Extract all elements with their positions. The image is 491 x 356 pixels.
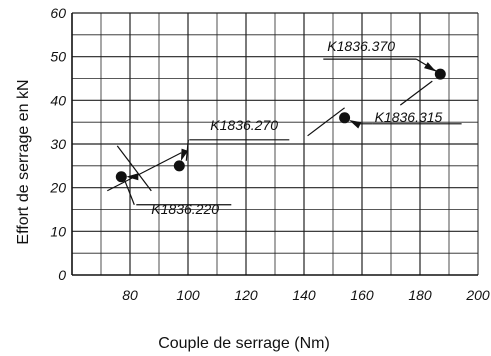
arrowhead [180, 148, 189, 162]
data-point [434, 68, 446, 80]
arrowhead [349, 120, 362, 129]
data-point [173, 160, 185, 172]
x-tick-label: 160 [350, 287, 374, 303]
data-point [339, 112, 351, 124]
leader-line [185, 139, 189, 161]
y-tick-label: 60 [50, 5, 66, 21]
data-point-group: K1836.315 [307, 107, 462, 137]
x-tick-label: 200 [465, 287, 490, 303]
y-tick-label: 40 [50, 92, 66, 108]
x-tick-label: 100 [176, 287, 200, 303]
guide-line [107, 152, 182, 192]
axes [71, 13, 478, 276]
arrowhead [126, 173, 139, 181]
data-point-group: K1836.220 [107, 152, 232, 217]
y-tick-label: 20 [49, 180, 66, 196]
data-points: K1836.220 K1836.270 K1836.315 K1836.370 [107, 38, 462, 217]
guide-line [116, 145, 152, 192]
y-tick-label: 30 [50, 136, 66, 152]
guide-line [307, 107, 345, 137]
x-tick-label: 80 [122, 287, 138, 303]
data-point-label: K1836.315 [375, 109, 443, 125]
y-tick-label: 10 [50, 223, 66, 239]
x-tick-label: 120 [234, 287, 258, 303]
x-tick-label: 180 [408, 287, 432, 303]
guide-line [399, 80, 433, 106]
data-point-label: K1836.370 [327, 38, 395, 54]
y-axis-label: Effort de serrage en kN [15, 79, 32, 244]
x-tick-label: 140 [292, 287, 316, 303]
data-point-group: K1836.370 [323, 38, 446, 106]
grid [72, 12, 479, 275]
data-point-label: K1836.220 [151, 201, 219, 217]
data-point-group: K1836.270 [116, 117, 290, 192]
y-tick-label: 50 [50, 49, 66, 65]
tick-labels: 80 100 120 140 160 180 200 0 10 20 30 40 50 60 [49, 5, 489, 303]
data-point-label: K1836.270 [210, 117, 278, 133]
y-tick-label: 0 [58, 267, 66, 283]
arrowhead [424, 62, 437, 72]
x-axis-label: Couple de serrage (Nm) [158, 335, 330, 352]
data-point [115, 171, 127, 183]
leader-line [122, 176, 135, 205]
